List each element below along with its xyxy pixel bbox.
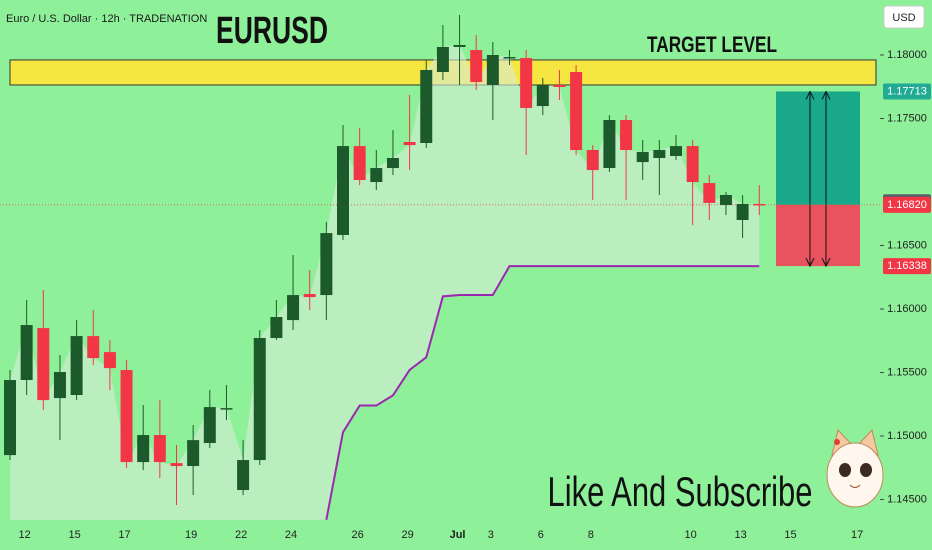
y-tick-label: 1.15500 [887, 366, 927, 378]
x-tick-label: 6 [538, 529, 544, 541]
candle-body [636, 152, 649, 163]
candle-body [237, 460, 250, 491]
candle-body [37, 328, 50, 401]
x-tick-label: 10 [685, 529, 697, 541]
candle-body [520, 58, 533, 108]
candle-body [120, 369, 133, 463]
candle-body [570, 72, 583, 151]
arrow-head [805, 257, 815, 268]
y-tick-label: 1.15000 [887, 430, 927, 442]
candle-body [103, 352, 116, 369]
y-tick-label: 1.14500 [887, 493, 927, 505]
candle-body [270, 317, 283, 338]
x-tick-label: 17 [851, 529, 863, 541]
currency-label: USD [892, 12, 915, 24]
y-tick-label: 1.18000 [887, 49, 927, 61]
candle-body [337, 146, 349, 235]
plot [0, 14, 880, 521]
candle-body [620, 120, 633, 151]
target-label: TARGET LEVEL [647, 32, 777, 57]
candle-body [320, 233, 333, 296]
candle-body [719, 194, 732, 206]
arrow-head [821, 257, 831, 268]
x-tick-label: 22 [235, 529, 247, 541]
candle-body [703, 183, 716, 203]
candle-body [453, 44, 466, 47]
candle-body [53, 372, 66, 399]
candle-body [137, 435, 150, 463]
price-badge-label: 1.16338 [887, 260, 927, 272]
candle-body [503, 57, 516, 59]
candle-body [653, 150, 666, 159]
y-tick-label: 1.16000 [887, 303, 927, 315]
candle-body [87, 336, 100, 359]
x-tick-label: 15 [68, 529, 80, 541]
x-tick-label: 19 [185, 529, 197, 541]
candle-body [753, 203, 766, 206]
x-tick-label: 13 [734, 529, 746, 541]
candle-body [420, 69, 433, 144]
candle-body [4, 380, 16, 456]
candle-body [220, 408, 233, 410]
price-badge-label: 1.16820 [887, 199, 927, 211]
candle-body [670, 146, 682, 156]
loss-box [776, 204, 860, 267]
candle-body [253, 337, 266, 461]
candle-body [170, 463, 183, 467]
arrow-head [805, 90, 815, 100]
candle-body [70, 336, 83, 396]
price-badge-label: 1.17713 [887, 85, 927, 97]
x-tick-label: 12 [19, 529, 31, 541]
x-tick-label: 29 [401, 529, 413, 541]
candle-body [153, 435, 166, 463]
candle-body [386, 158, 399, 169]
x-tick-label: Jul [450, 529, 466, 541]
x-tick-label: 17 [118, 529, 130, 541]
candle-body [203, 407, 216, 444]
stop-line [325, 265, 760, 521]
price-badge [883, 83, 931, 100]
x-tick-label: 3 [488, 529, 494, 541]
profit-box [776, 91, 860, 205]
y-tick-label: 1.16500 [887, 239, 927, 251]
chart-subtitle: Euro / U.S. Dollar · 12h · TRADENATION [6, 13, 207, 25]
x-tick-label: 15 [784, 529, 796, 541]
candle-body [303, 294, 316, 298]
cat-icon [826, 428, 884, 508]
chart-title: EURUSD [216, 10, 328, 52]
price-axis-bg [880, 0, 932, 550]
candle-body [553, 84, 566, 88]
y-tick-label: 1.17500 [887, 112, 927, 124]
candle-body [403, 142, 416, 146]
candle-body [603, 120, 616, 169]
x-tick-label: 26 [352, 529, 364, 541]
candle-body [370, 168, 383, 183]
candle-body [470, 50, 483, 83]
candle-body [287, 295, 300, 321]
candle-body [353, 146, 366, 180]
arrow-head [821, 90, 831, 100]
candle-body [736, 203, 749, 220]
price-badge [883, 196, 931, 213]
candle-body [436, 46, 449, 73]
price-area [10, 44, 760, 521]
candle-body [536, 84, 549, 107]
price-badge [883, 258, 931, 275]
x-tick-label: 24 [285, 529, 297, 541]
candle-body [187, 440, 200, 467]
candle-body [686, 146, 699, 183]
annotation: Like And Subscribe [548, 468, 813, 515]
x-tick-label: 8 [588, 529, 594, 541]
candle-body [486, 54, 499, 85]
candle-body [20, 325, 33, 381]
currency-box [883, 5, 925, 29]
candle-body [586, 150, 599, 171]
